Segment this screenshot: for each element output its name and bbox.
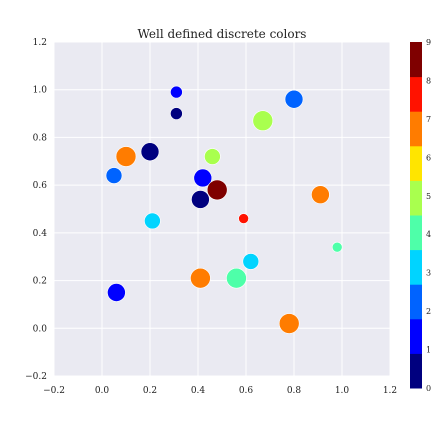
y-tick-label: 1.2 bbox=[33, 38, 47, 48]
x-tick-label: 1.0 bbox=[335, 386, 350, 396]
scatter-point bbox=[311, 185, 330, 204]
colorbar-segment bbox=[410, 249, 422, 285]
x-tick-label: 0.0 bbox=[95, 386, 110, 396]
x-tick-label: −0.2 bbox=[43, 386, 65, 396]
colorbar-tick-label: 0 bbox=[426, 384, 431, 393]
y-tick-label: 0.8 bbox=[33, 133, 48, 143]
x-tick-label: 0.4 bbox=[191, 386, 206, 396]
y-tick-label: 0.4 bbox=[33, 229, 48, 239]
colorbar-tick-label: 6 bbox=[426, 153, 431, 162]
scatter-point bbox=[204, 148, 221, 165]
scatter-point bbox=[170, 107, 183, 120]
colorbar-tick-label: 5 bbox=[426, 192, 431, 201]
scatter-point bbox=[238, 213, 249, 224]
scatter-point bbox=[252, 110, 274, 132]
colorbar-segment bbox=[410, 215, 422, 251]
scatter-point bbox=[278, 313, 300, 334]
data-points bbox=[105, 85, 343, 334]
scatter-point bbox=[191, 190, 210, 209]
scatter-point bbox=[242, 253, 260, 270]
scatter-point bbox=[170, 85, 183, 99]
scatter-point bbox=[105, 167, 123, 184]
y-tick-label: 0.2 bbox=[33, 277, 47, 287]
colorbar-tick-label: 7 bbox=[426, 115, 431, 124]
scatter-point bbox=[144, 212, 161, 230]
colorbar-segment bbox=[410, 76, 422, 112]
scatter-point bbox=[206, 179, 228, 201]
x-tick-label: 1.2 bbox=[383, 386, 397, 396]
y-tick-label: 1.0 bbox=[33, 86, 48, 96]
scatter-point bbox=[115, 146, 137, 167]
colorbar-segment bbox=[410, 284, 422, 320]
plot-background bbox=[54, 42, 390, 376]
scatter-point bbox=[193, 168, 213, 188]
scatter-point bbox=[284, 89, 304, 109]
colorbar-tick-label: 2 bbox=[426, 307, 431, 316]
x-tick-label: 0.8 bbox=[287, 386, 302, 396]
colorbar-tick-label: 1 bbox=[426, 346, 431, 355]
chart-title: Well defined discrete colors bbox=[138, 27, 307, 41]
scatter-point bbox=[107, 283, 126, 302]
y-tick-label: 0.6 bbox=[33, 181, 48, 191]
colorbar-tick-labels: 0 1 2 3 4 5 6 7 8 9 bbox=[426, 38, 431, 393]
colorbar-tick-label: 4 bbox=[426, 230, 431, 239]
scatter-point bbox=[140, 142, 160, 162]
scatter-point bbox=[226, 267, 247, 289]
scatter-point bbox=[331, 241, 343, 253]
scatter-point bbox=[190, 267, 211, 289]
y-tick-label: 0.0 bbox=[33, 324, 48, 334]
colorbar-segment bbox=[410, 180, 422, 216]
colorbar-segment bbox=[410, 42, 422, 78]
x-tick-labels: −0.2 0.0 0.2 0.4 0.6 0.8 1.0 1.2 bbox=[43, 386, 397, 396]
colorbar-segment bbox=[410, 145, 422, 181]
colorbar-segment bbox=[410, 353, 422, 389]
colorbar bbox=[410, 42, 422, 389]
colorbar-segment bbox=[410, 111, 422, 147]
colorbar-segment bbox=[410, 318, 422, 354]
y-tick-label: −0.2 bbox=[25, 372, 47, 382]
x-tick-label: 0.6 bbox=[239, 386, 254, 396]
colorbar-tick-label: 8 bbox=[426, 76, 431, 85]
y-tick-labels: −0.2 0.0 0.2 0.4 0.6 0.8 1.0 1.2 bbox=[25, 38, 47, 382]
x-tick-label: 0.2 bbox=[143, 386, 157, 396]
colorbar-tick-label: 9 bbox=[426, 38, 431, 47]
colorbar-tick-label: 3 bbox=[426, 269, 431, 278]
